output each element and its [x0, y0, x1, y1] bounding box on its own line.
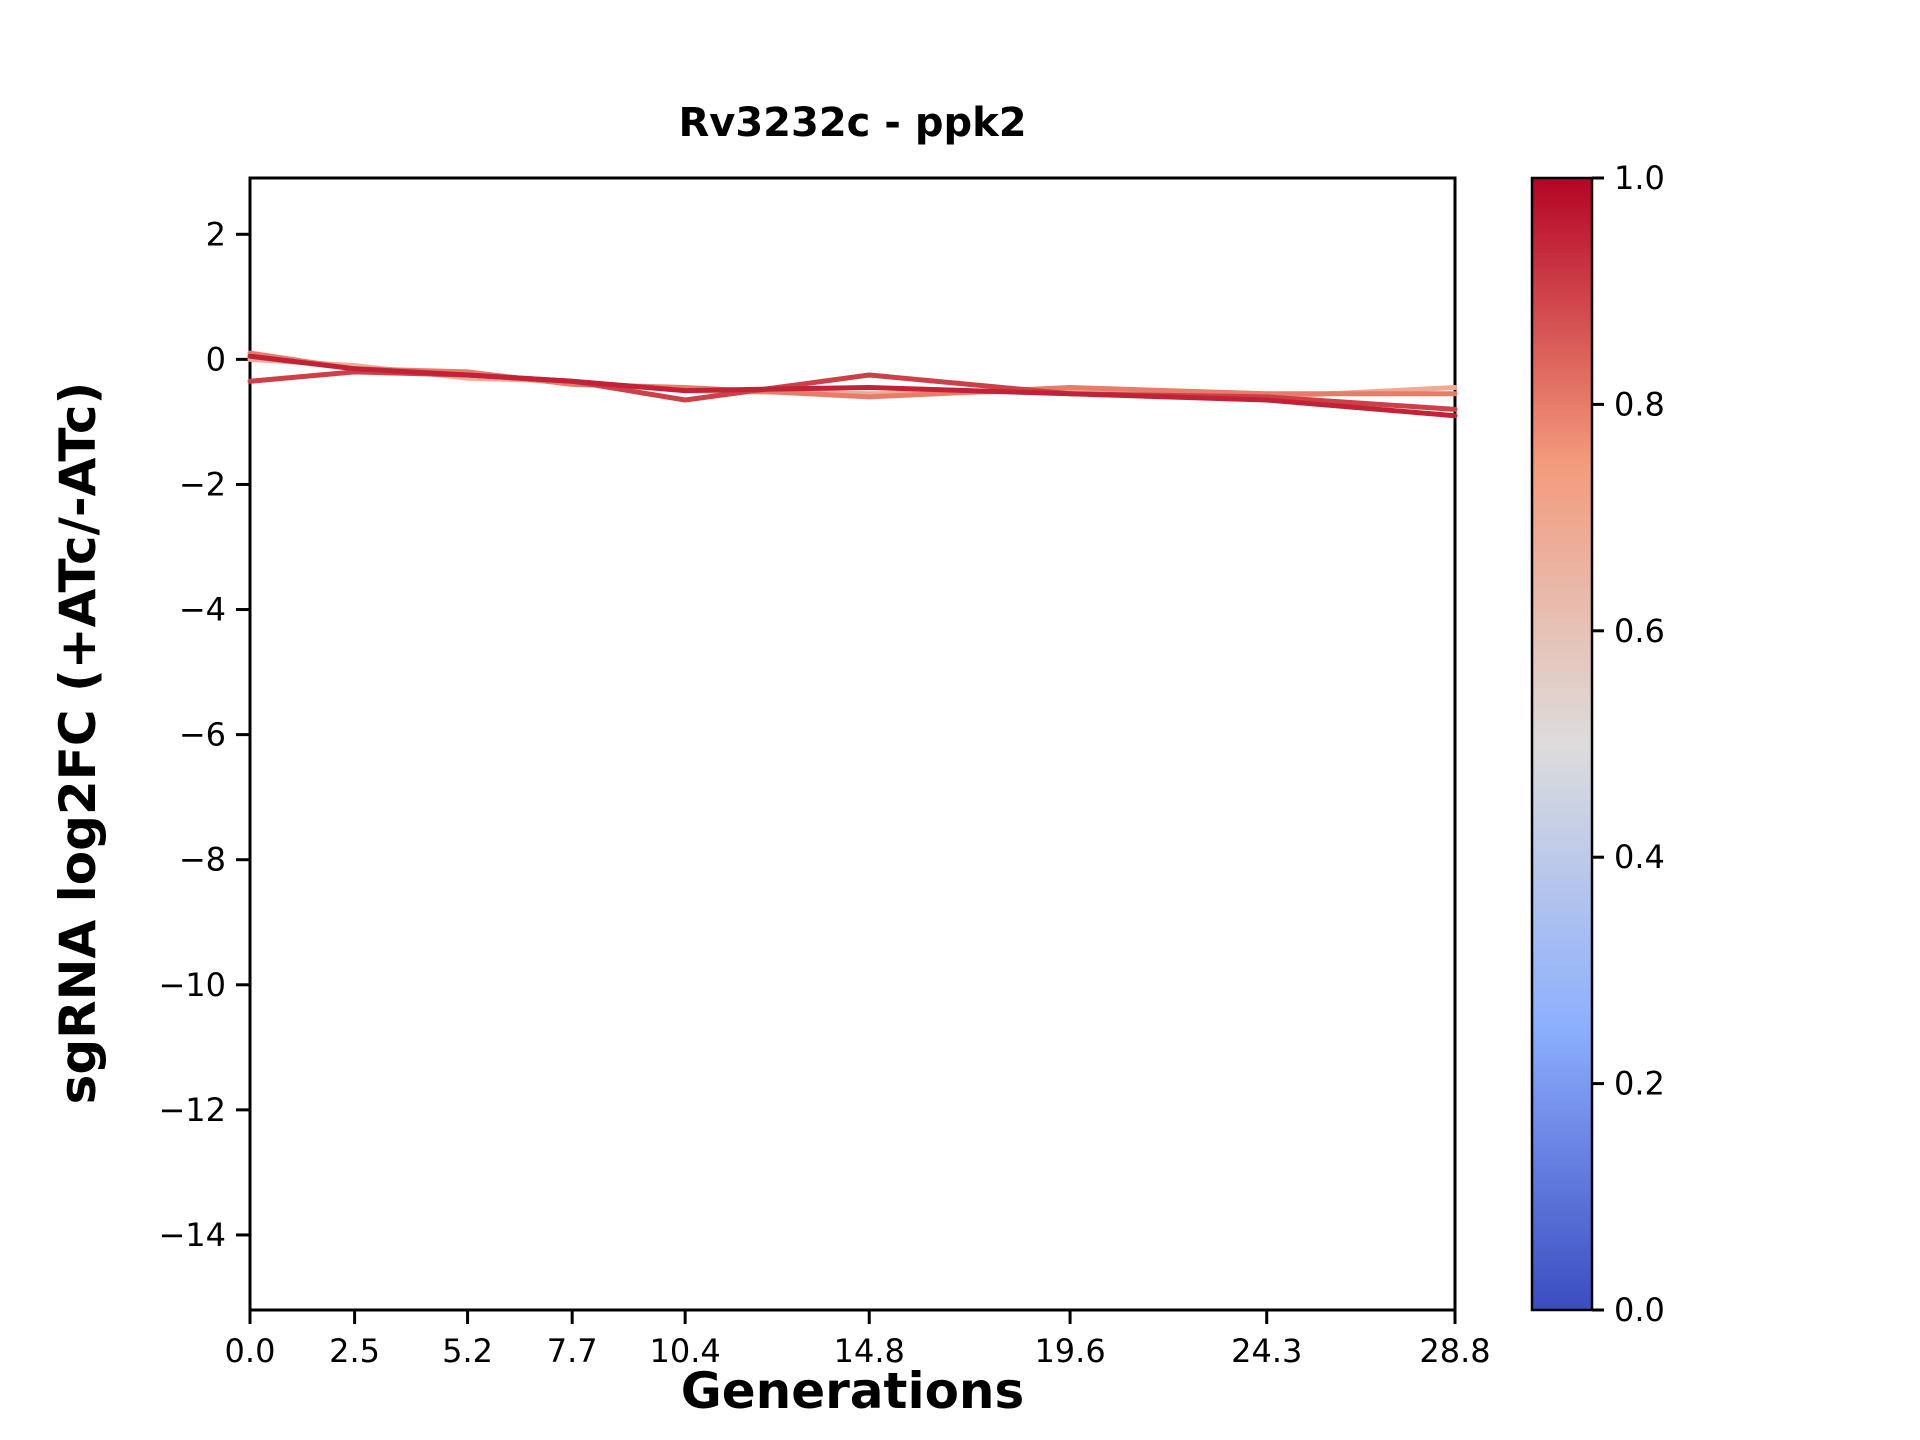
colorbar-tick-label: 0.4	[1614, 838, 1665, 876]
y-tick-label: −2	[179, 465, 226, 503]
colorbar-gradient	[1530, 176, 1594, 1312]
colorbar: 0.0 0.2 0.4 0.6 0.8 1.0	[1530, 159, 1665, 1329]
y-tick-label: −14	[158, 1216, 226, 1254]
y-tick-label: 0	[206, 340, 226, 378]
y-tick-label: −6	[179, 716, 226, 754]
chart-title: Rv3232c - ppk2	[678, 100, 1027, 146]
colorbar-tick-label: 1.0	[1614, 159, 1665, 197]
y-tick-label: −10	[158, 966, 226, 1004]
x-tick-label: 28.8	[1419, 1332, 1490, 1370]
x-tick-label: 10.4	[650, 1332, 721, 1370]
colorbar-tick-label: 0.2	[1614, 1065, 1665, 1103]
x-tick-label: 2.5	[329, 1332, 380, 1370]
y-tick-label: −12	[158, 1091, 226, 1129]
x-tick-label: 19.6	[1034, 1332, 1105, 1370]
x-tick-label: 14.8	[834, 1332, 905, 1370]
x-axis-label: Generations	[680, 1362, 1025, 1420]
colorbar-tick-label: 0.6	[1614, 612, 1665, 650]
y-axis-label: sgRNA log2FC (+ATc/-ATc)	[49, 381, 107, 1105]
y-tick-label: −8	[179, 841, 226, 879]
x-tick-label: 7.7	[547, 1332, 598, 1370]
sgrna-line	[247, 353, 1458, 419]
colorbar-tick-label: 0.0	[1614, 1291, 1665, 1329]
plot-area: 0.0 2.5 5.2 7.7 10.4 14.8 19.6 24.3 28.8 2 0 −2 −4 −6…	[158, 176, 1491, 1370]
colorbar-tick-label: 0.8	[1614, 385, 1665, 423]
y-tick-label: −4	[179, 591, 226, 629]
x-tick-label: 5.2	[442, 1332, 493, 1370]
plot-frame	[248, 176, 1457, 1312]
x-tick-label: 24.3	[1231, 1332, 1302, 1370]
y-tick-label: 2	[206, 215, 226, 253]
x-tick-label: 0.0	[225, 1332, 276, 1370]
